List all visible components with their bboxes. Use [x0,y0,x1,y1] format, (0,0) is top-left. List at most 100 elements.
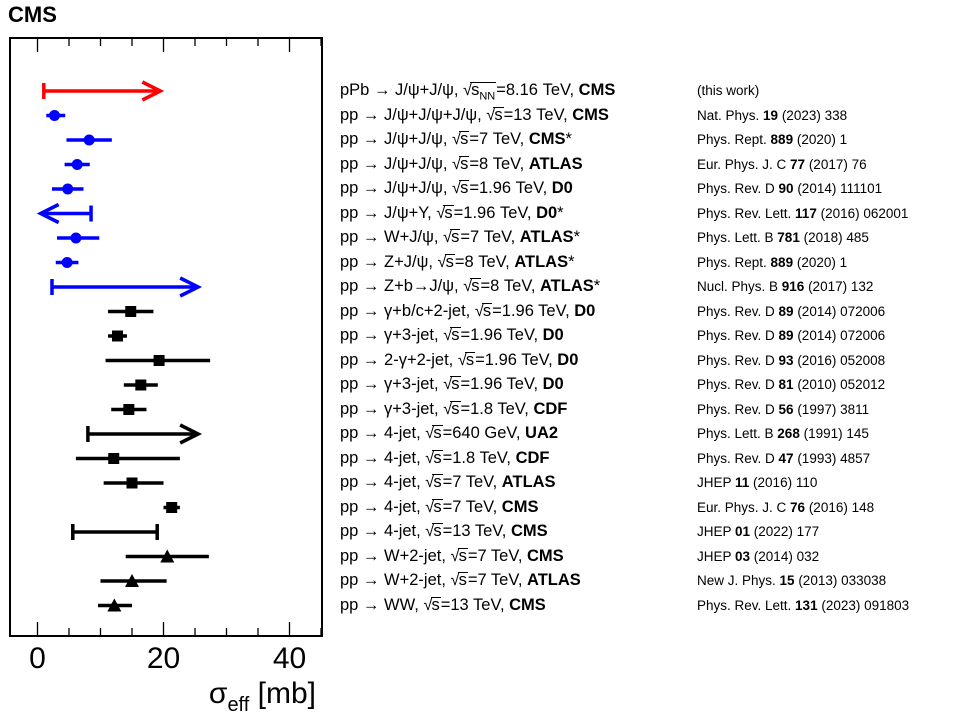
measurement-row: pp → γ+b/c+2-jet, √s=1.96 TeV, D0 Phys. R… [340,301,980,326]
reference-label: (this work) [697,83,760,98]
process-label: pp → W+J/ψ, √s=7 TeV, ATLAS* [340,228,580,246]
limit-arrow-head [179,276,203,298]
process-label: pp → Z+J/ψ, √s=8 TeV, ATLAS* [340,252,575,271]
plot-frame [9,37,323,637]
process-label: pp → γ+b/c+2-jet, √s=1.96 TeV, D0 [340,301,596,320]
process-label: pp → 4-jet, √s=13 TeV, CMS [340,522,548,540]
measurement-row: pp → Z+J/ψ, √s=8 TeV, ATLAS* Phys. Rept. … [340,252,980,277]
process-label: pp → 2-γ+2-jet, √s=1.96 TeV, D0 [340,350,579,369]
process-label: pp → J/ψ+Υ, √s=1.96 TeV, D0* [340,203,564,222]
experiment-label: D0 [542,375,564,393]
reference-label: Phys. Rept. 889 (2020) 1 [697,254,848,270]
experiment-label: UA2 [525,424,559,442]
x-tick-label: 40 [273,642,306,675]
process-label: pp → 4-jet, √s=7 TeV, ATLAS [340,473,556,491]
experiment-label: ATLAS [527,571,581,589]
process-label: pp → J/ψ+J/ψ, √s=1.96 TeV, D0 [340,179,573,197]
data-point [135,379,147,391]
measurement-row: pp → 4-jet, √s=7 TeV, ATLAS JHEP 11 (2016… [340,472,980,497]
x-tick-label: 20 [147,642,180,675]
experiment-label: ATLAS [528,154,583,173]
data-point [61,257,73,268]
measurement-row: pp → 4-jet, √s=7 TeV, CMS Eur. Phys. J. C… [340,497,980,522]
measurement-row: pp → WW, √s=13 TeV, CMS Phys. Rev. Lett. … [340,595,980,620]
process-label: pp → W+2-jet, √s=7 TeV, ATLAS [340,571,581,589]
experiment-label: CDF [515,448,550,467]
process-label: pp → J/ψ+J/ψ+J/ψ, √s=13 TeV, CMS [340,105,609,124]
data-point [49,110,61,121]
data-point [62,183,74,195]
measurement-row: pp → Z+b→J/ψ, √s=8 TeV, ATLAS* Nucl. Phys… [340,276,980,301]
reference-label: Phys. Rev. Lett. 117 (2016) 062001 [697,205,909,221]
data-point [125,306,137,317]
measurement-row: pp → γ+3-jet, √s=1.96 TeV, D0 Phys. Rev. … [340,325,980,350]
data-point [107,598,122,612]
reference-label: Phys. Rev. D 89 (2014) 072006 [697,303,886,319]
process-label: pp → Z+b→J/ψ, √s=8 TeV, ATLAS* [340,277,601,295]
reference-label: Nat. Phys. 19 (2023) 338 [697,107,848,123]
data-point [153,355,165,366]
measurement-row: pp → 4-jet, √s=13 TeV, CMS JHEP 01 (2022)… [340,521,980,546]
data-point [71,159,83,170]
experiment-label: CMS [578,81,616,99]
process-label: pp → 4-jet, √s=640 GeV, UA2 [340,424,559,442]
reference-label: Phys. Rev. D 56 (1997) 3811 [697,401,870,417]
measurement-row: pp → 4-jet, √s=1.8 TeV, CDF Phys. Rev. D … [340,448,980,473]
reference-label: New J. Phys. 15 (2013) 033038 [697,573,887,588]
data-point [108,453,120,464]
experiment-label: CMS [509,595,546,614]
process-label: pp → 4-jet, √s=1.8 TeV, CDF [340,448,550,467]
reference-label: Eur. Phys. J. C 76 (2016) 148 [697,499,875,515]
experiment-label: ATLAS [539,277,594,295]
measurement-row: pp → W+2-jet, √s=7 TeV, CMS JHEP 03 (2014… [340,546,980,571]
experiment-label: D0 [551,179,573,197]
measurement-row: pp → γ+3-jet, √s=1.8 TeV, CDF Phys. Rev. … [340,399,980,424]
x-tick-label: 0 [29,642,46,675]
experiment-label: CMS [572,105,609,124]
experiment-label: CMS [528,130,566,148]
data-point [70,232,82,244]
process-label: pp → J/ψ+J/ψ, √s=8 TeV, ATLAS [340,154,583,173]
reference-label: Nucl. Phys. B 916 (2017) 132 [697,279,874,294]
process-label: pp → W+2-jet, √s=7 TeV, CMS [340,546,564,565]
measurement-row: pp → J/ψ+J/ψ, √s=1.96 TeV, D0 Phys. Rev. … [340,178,980,203]
process-label: pp → WW, √s=13 TeV, CMS [340,595,546,614]
reference-label: JHEP 03 (2014) 032 [697,548,820,564]
data-point [83,134,95,146]
data-point [112,330,124,342]
experiment-label: D0 [542,326,564,344]
experiment-label: D0 [536,203,558,222]
process-label: pp → γ+3-jet, √s=1.96 TeV, D0 [340,326,564,344]
process-label: pp → J/ψ+J/ψ, √s=7 TeV, CMS* [340,130,572,148]
reference-label: Phys. Rev. D 81 (2010) 052012 [697,377,886,392]
experiment-label: D0 [574,301,596,320]
reference-label: Phys. Rev. Lett. 131 (2023) 091803 [697,597,910,613]
reference-label: JHEP 11 (2016) 110 [697,475,818,490]
measurement-row: pp → J/ψ+J/ψ, √s=8 TeV, ATLAS Eur. Phys. … [340,154,980,179]
measurement-row: pp → 2-γ+2-jet, √s=1.96 TeV, D0 Phys. Rev… [340,350,980,375]
reference-label: Eur. Phys. J. C 77 (2017) 76 [697,156,867,172]
experiment-label: CMS [527,546,564,565]
process-label: pPb → J/ψ+J/ψ, √sNN=8.16 TeV, CMS [340,81,616,103]
process-label: pp → γ+3-jet, √s=1.8 TeV, CDF [340,399,568,418]
measurement-row: pp → J/ψ+Υ, √s=1.96 TeV, D0* Phys. Rev. L… [340,203,980,228]
reference-label: Phys. Lett. B 781 (2018) 485 [697,230,869,245]
experiment-label: ATLAS [519,228,574,246]
data-point [123,404,135,415]
experiment-label: CDF [533,399,568,418]
experiment-label: D0 [557,350,579,369]
data-point [126,477,138,489]
reference-label: JHEP 01 (2022) 177 [697,524,820,539]
experiment-label: CMS [510,522,548,540]
reference-label: Phys. Rev. D 93 (2016) 052008 [697,352,886,368]
reference-label: Phys. Rev. D 89 (2014) 072006 [697,328,886,343]
limit-arrow-head [36,202,60,225]
measurement-row: pPb → J/ψ+J/ψ, √sNN=8.16 TeV, CMS (this w… [340,80,980,105]
reference-label: Phys. Rept. 889 (2020) 1 [697,132,848,147]
data-point [160,549,175,563]
reference-label: Phys. Rev. D 90 (2014) 111101 [697,181,883,196]
data-point [125,574,139,587]
limit-arrow-head [141,80,165,102]
process-label: pp → γ+3-jet, √s=1.96 TeV, D0 [340,375,564,393]
